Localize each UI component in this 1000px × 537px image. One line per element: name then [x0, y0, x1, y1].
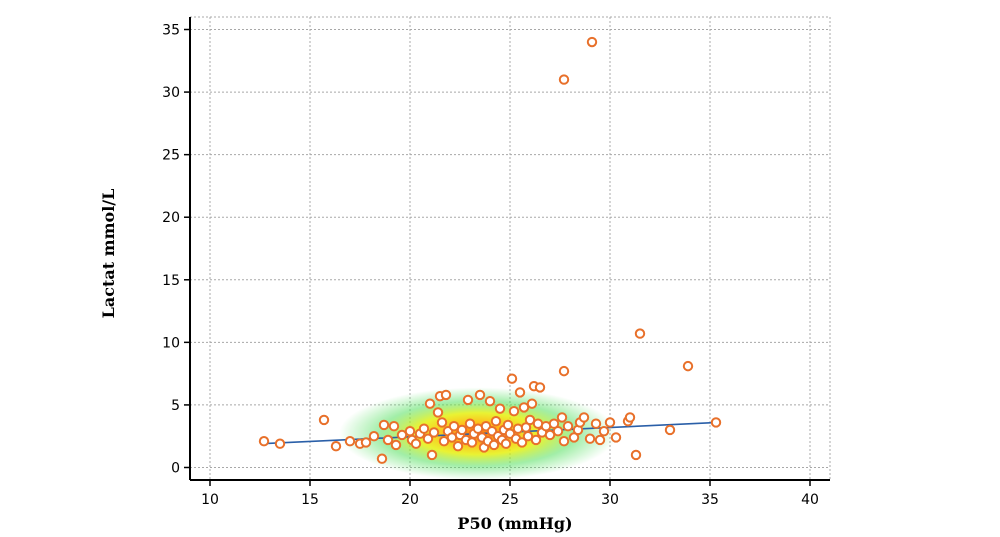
data-point: [682, 360, 694, 372]
data-point: [590, 418, 602, 429]
data-point: [530, 434, 542, 446]
data-point: [584, 433, 596, 444]
data-point: [390, 439, 402, 451]
data-point: [462, 394, 474, 406]
data-point: [524, 414, 536, 426]
data-point: [258, 436, 270, 447]
data-point: [624, 412, 636, 423]
data-point: [630, 449, 642, 461]
x-tick-label: 15: [301, 492, 319, 508]
data-point: [474, 389, 486, 401]
data-point: [556, 412, 568, 423]
data-point: [490, 415, 502, 427]
data-point: [382, 434, 394, 446]
x-tick-label: 20: [401, 492, 419, 508]
data-point: [484, 395, 496, 407]
data-point: [418, 423, 430, 434]
data-point: [464, 418, 476, 429]
data-point: [428, 427, 440, 438]
data-point: [558, 436, 570, 447]
data-point: [440, 389, 452, 401]
data-point: [448, 420, 460, 432]
x-axis-label: P50 (mmHg): [457, 514, 572, 533]
data-point: [494, 403, 506, 414]
data-point: [516, 437, 528, 448]
data-point: [424, 398, 436, 409]
data-point: [456, 424, 468, 436]
data-point: [522, 431, 534, 442]
data-point: [422, 433, 434, 444]
data-point: [502, 419, 514, 431]
x-tick-label: 25: [501, 492, 519, 508]
data-point: [432, 407, 444, 418]
data-point: [710, 417, 722, 428]
data-point: [552, 425, 564, 437]
axes: [184, 17, 830, 486]
data-point: [558, 74, 570, 85]
data-point: [594, 434, 606, 446]
data-point: [634, 328, 646, 339]
data-points: [258, 36, 722, 464]
data-point: [388, 420, 400, 432]
data-point: [514, 387, 526, 398]
data-point: [558, 365, 570, 377]
data-point: [598, 425, 610, 437]
data-point: [466, 437, 478, 448]
data-point: [274, 438, 286, 449]
data-point: [500, 438, 512, 449]
data-point: [438, 436, 450, 447]
data-point: [330, 441, 342, 452]
data-point: [318, 414, 330, 426]
data-point: [578, 412, 590, 423]
data-point: [344, 436, 356, 447]
data-point: [604, 417, 616, 428]
data-point: [526, 398, 538, 409]
x-tick-label: 35: [701, 492, 719, 508]
y-tick-label: 20: [162, 210, 180, 226]
data-point: [360, 437, 372, 448]
y-tick-label: 35: [162, 23, 180, 39]
data-point: [452, 441, 464, 452]
data-point: [404, 425, 416, 437]
data-point: [664, 424, 676, 436]
x-tick-label: 10: [201, 492, 219, 508]
x-tick-label: 30: [601, 492, 619, 508]
data-point: [396, 429, 408, 441]
y-tick-label: 15: [162, 273, 180, 289]
y-tick-label: 25: [162, 148, 180, 164]
data-point: [544, 429, 556, 441]
data-point: [512, 423, 524, 434]
data-point: [534, 382, 546, 393]
data-point: [586, 36, 598, 48]
data-point: [378, 419, 390, 431]
data-point: [376, 453, 388, 464]
data-point: [488, 439, 500, 451]
x-tick-label: 40: [801, 492, 819, 508]
data-point: [436, 417, 448, 428]
y-tick-label: 0: [171, 460, 180, 476]
data-point: [426, 449, 438, 461]
data-point: [518, 402, 530, 413]
data-point: [610, 432, 622, 443]
y-tick-label: 30: [162, 85, 180, 101]
y-tick-label: 5: [171, 398, 180, 414]
data-point: [410, 438, 422, 449]
data-point: [506, 373, 518, 384]
data-point: [368, 431, 380, 442]
y-axis-label: Lactat mmol/L: [99, 189, 118, 319]
tick-labels: 10 15 20 25 30 35 40 0 5 10 15 20 25 30 35: [162, 23, 819, 508]
data-point: [562, 420, 574, 432]
y-tick-label: 10: [162, 335, 180, 351]
data-point: [508, 405, 520, 417]
